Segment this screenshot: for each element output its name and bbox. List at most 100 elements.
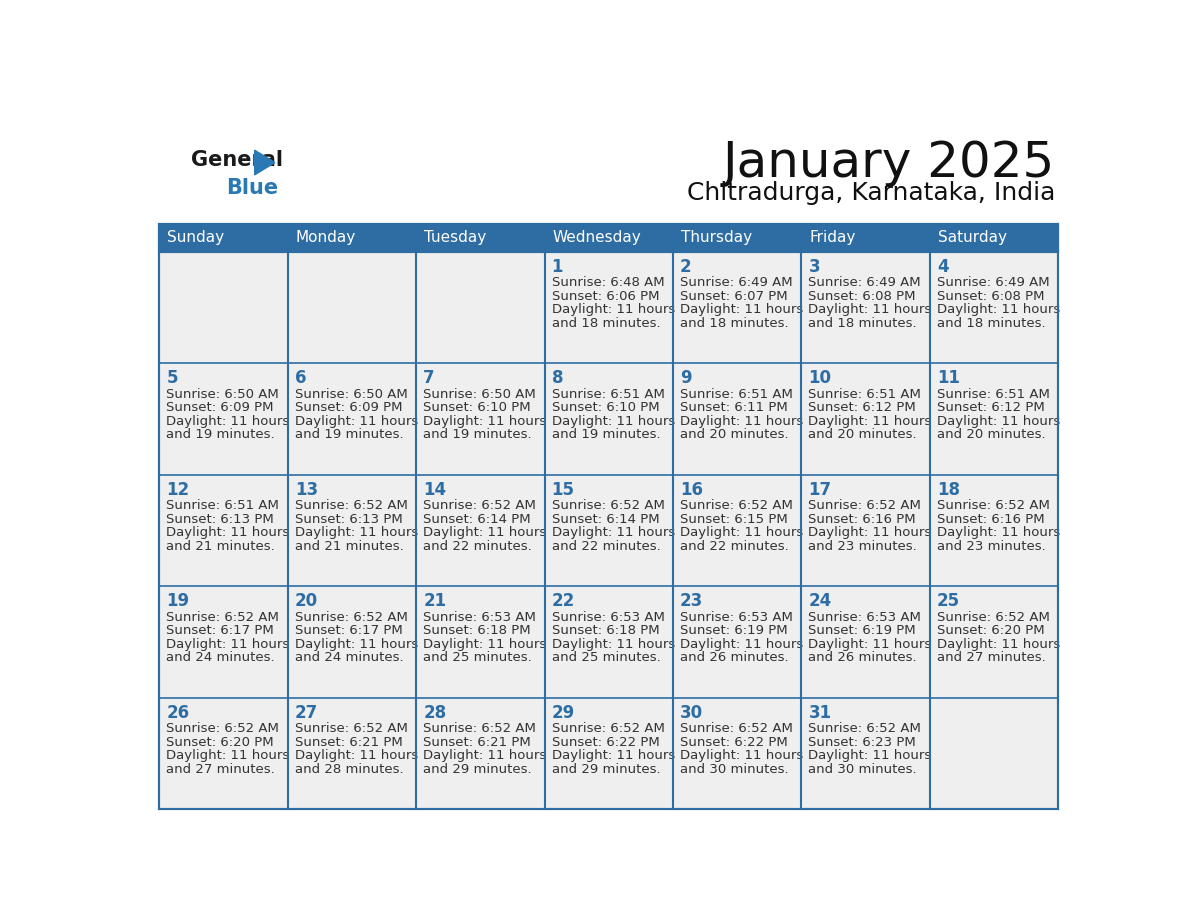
Text: and 19 minutes.: and 19 minutes. — [166, 429, 274, 442]
Text: 21: 21 — [423, 592, 447, 610]
Bar — [287, 252, 416, 364]
Text: Daylight: 11 hours: Daylight: 11 hours — [809, 304, 931, 317]
Bar — [159, 252, 287, 364]
Text: Sunset: 6:22 PM: Sunset: 6:22 PM — [551, 736, 659, 749]
Bar — [287, 698, 416, 810]
Text: Sunrise: 6:52 AM: Sunrise: 6:52 AM — [937, 499, 1050, 512]
Text: 7: 7 — [423, 370, 435, 387]
Bar — [930, 364, 1059, 475]
Text: Sunset: 6:22 PM: Sunset: 6:22 PM — [680, 736, 788, 749]
Text: and 24 minutes.: and 24 minutes. — [295, 652, 404, 665]
Text: 28: 28 — [423, 704, 447, 722]
Text: Daylight: 11 hours: Daylight: 11 hours — [295, 638, 418, 651]
Text: Sunset: 6:15 PM: Sunset: 6:15 PM — [680, 513, 788, 526]
Text: Sunset: 6:11 PM: Sunset: 6:11 PM — [680, 401, 788, 414]
Bar — [159, 364, 287, 475]
Text: Saturday: Saturday — [937, 230, 1006, 245]
Text: Sunrise: 6:52 AM: Sunrise: 6:52 AM — [680, 722, 792, 735]
Text: Sunrise: 6:51 AM: Sunrise: 6:51 AM — [166, 499, 279, 512]
Bar — [287, 587, 416, 698]
Text: Sunset: 6:21 PM: Sunset: 6:21 PM — [423, 736, 531, 749]
Text: and 22 minutes.: and 22 minutes. — [423, 540, 532, 553]
Text: and 28 minutes.: and 28 minutes. — [295, 763, 404, 776]
Text: Sunset: 6:20 PM: Sunset: 6:20 PM — [937, 624, 1044, 637]
Bar — [674, 252, 802, 364]
Bar — [416, 698, 544, 810]
Text: 1: 1 — [551, 258, 563, 276]
Text: Sunset: 6:19 PM: Sunset: 6:19 PM — [809, 624, 916, 637]
Text: Daylight: 11 hours: Daylight: 11 hours — [551, 526, 675, 540]
Text: Daylight: 11 hours: Daylight: 11 hours — [423, 415, 546, 428]
Text: Sunset: 6:18 PM: Sunset: 6:18 PM — [551, 624, 659, 637]
Text: Sunrise: 6:51 AM: Sunrise: 6:51 AM — [937, 388, 1050, 401]
Text: Sunset: 6:08 PM: Sunset: 6:08 PM — [809, 290, 916, 303]
Text: Monday: Monday — [296, 230, 355, 245]
Bar — [159, 224, 1059, 810]
Text: Sunrise: 6:52 AM: Sunrise: 6:52 AM — [166, 722, 279, 735]
Text: Sunset: 6:13 PM: Sunset: 6:13 PM — [166, 513, 274, 526]
Bar — [674, 698, 802, 810]
Text: Sunset: 6:19 PM: Sunset: 6:19 PM — [680, 624, 788, 637]
Text: Sunrise: 6:49 AM: Sunrise: 6:49 AM — [680, 276, 792, 289]
Text: and 19 minutes.: and 19 minutes. — [423, 429, 532, 442]
Text: Daylight: 11 hours: Daylight: 11 hours — [423, 638, 546, 651]
Text: Sunrise: 6:52 AM: Sunrise: 6:52 AM — [551, 722, 664, 735]
Text: 14: 14 — [423, 481, 447, 499]
Text: Daylight: 11 hours: Daylight: 11 hours — [551, 304, 675, 317]
Text: Sunset: 6:09 PM: Sunset: 6:09 PM — [295, 401, 403, 414]
Text: Sunset: 6:23 PM: Sunset: 6:23 PM — [809, 736, 916, 749]
Text: and 24 minutes.: and 24 minutes. — [166, 652, 274, 665]
Bar — [416, 224, 544, 252]
Text: Sunrise: 6:52 AM: Sunrise: 6:52 AM — [423, 722, 536, 735]
Text: Daylight: 11 hours: Daylight: 11 hours — [295, 749, 418, 763]
Text: Sunrise: 6:52 AM: Sunrise: 6:52 AM — [295, 499, 407, 512]
Text: January 2025: January 2025 — [723, 140, 1055, 187]
Text: Daylight: 11 hours: Daylight: 11 hours — [551, 638, 675, 651]
Text: Sunrise: 6:53 AM: Sunrise: 6:53 AM — [551, 611, 664, 624]
Text: 18: 18 — [937, 481, 960, 499]
Text: Sunrise: 6:53 AM: Sunrise: 6:53 AM — [423, 611, 536, 624]
Text: Chitradurga, Karnataka, India: Chitradurga, Karnataka, India — [687, 181, 1055, 205]
Text: 11: 11 — [937, 370, 960, 387]
Text: Daylight: 11 hours: Daylight: 11 hours — [809, 415, 931, 428]
Text: and 27 minutes.: and 27 minutes. — [937, 652, 1045, 665]
Text: 10: 10 — [809, 370, 832, 387]
Text: Sunset: 6:08 PM: Sunset: 6:08 PM — [937, 290, 1044, 303]
Text: Daylight: 11 hours: Daylight: 11 hours — [423, 526, 546, 540]
Text: and 27 minutes.: and 27 minutes. — [166, 763, 276, 776]
Text: 23: 23 — [680, 592, 703, 610]
Bar — [802, 475, 930, 587]
Text: 24: 24 — [809, 592, 832, 610]
Text: and 30 minutes.: and 30 minutes. — [680, 763, 789, 776]
Text: and 18 minutes.: and 18 minutes. — [680, 317, 789, 330]
Text: 31: 31 — [809, 704, 832, 722]
Text: Sunset: 6:10 PM: Sunset: 6:10 PM — [423, 401, 531, 414]
Text: Sunset: 6:16 PM: Sunset: 6:16 PM — [937, 513, 1044, 526]
Text: Sunset: 6:16 PM: Sunset: 6:16 PM — [809, 513, 916, 526]
Text: Sunrise: 6:53 AM: Sunrise: 6:53 AM — [809, 611, 922, 624]
Bar — [159, 224, 1059, 252]
Text: and 25 minutes.: and 25 minutes. — [551, 652, 661, 665]
Text: and 22 minutes.: and 22 minutes. — [680, 540, 789, 553]
Text: Sunrise: 6:52 AM: Sunrise: 6:52 AM — [809, 722, 922, 735]
Text: 17: 17 — [809, 481, 832, 499]
Text: 20: 20 — [295, 592, 318, 610]
Text: Sunrise: 6:52 AM: Sunrise: 6:52 AM — [166, 611, 279, 624]
Bar — [930, 587, 1059, 698]
Bar — [544, 224, 674, 252]
Text: Daylight: 11 hours: Daylight: 11 hours — [166, 638, 290, 651]
Text: Daylight: 11 hours: Daylight: 11 hours — [809, 638, 931, 651]
Text: and 23 minutes.: and 23 minutes. — [809, 540, 917, 553]
Text: and 25 minutes.: and 25 minutes. — [423, 652, 532, 665]
Text: and 30 minutes.: and 30 minutes. — [809, 763, 917, 776]
Text: and 29 minutes.: and 29 minutes. — [551, 763, 661, 776]
Text: and 20 minutes.: and 20 minutes. — [937, 429, 1045, 442]
Text: and 18 minutes.: and 18 minutes. — [551, 317, 661, 330]
Text: Sunset: 6:09 PM: Sunset: 6:09 PM — [166, 401, 273, 414]
Bar — [802, 252, 930, 364]
Text: Sunrise: 6:53 AM: Sunrise: 6:53 AM — [680, 611, 792, 624]
Bar — [416, 364, 544, 475]
Text: and 19 minutes.: and 19 minutes. — [295, 429, 404, 442]
Text: Daylight: 11 hours: Daylight: 11 hours — [937, 304, 1060, 317]
Bar — [416, 252, 544, 364]
